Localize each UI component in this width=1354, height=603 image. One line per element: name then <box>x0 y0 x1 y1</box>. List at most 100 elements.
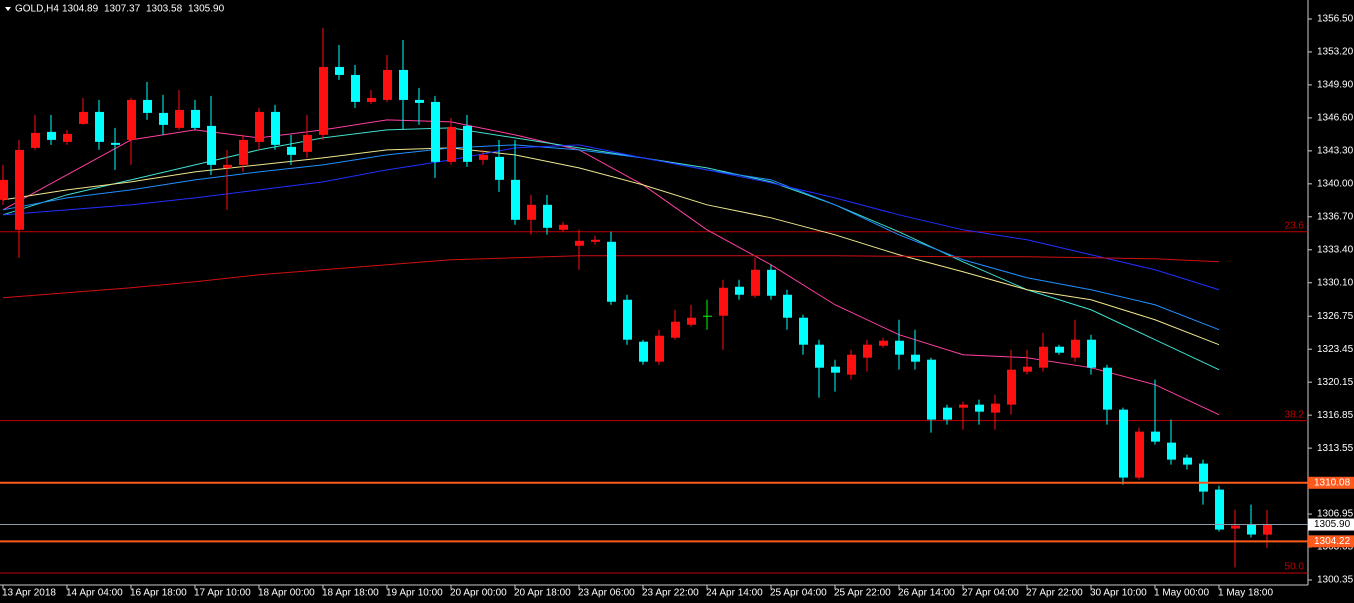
candle-body <box>991 403 1000 413</box>
candle-body <box>591 239 600 242</box>
y-tick-label: 1313.55 <box>1317 443 1354 454</box>
candle-body <box>111 142 120 145</box>
candle-body <box>1247 524 1256 535</box>
candle-body <box>319 66 328 135</box>
moving-average <box>2 147 1220 346</box>
x-tick-label: 24 Apr 14:00 <box>706 588 763 599</box>
x-tick-label: 1 May 18:00 <box>1218 588 1273 599</box>
candle-body <box>287 146 296 155</box>
x-tick-label: 20 Apr 00:00 <box>450 588 507 599</box>
header-value: 1304.89 <box>62 4 99 15</box>
candle-body <box>1151 431 1160 442</box>
header-value: 1305.90 <box>188 4 225 15</box>
candle-body <box>1055 346 1064 353</box>
candle-body <box>479 154 488 160</box>
candle-body <box>879 340 888 346</box>
candle-body <box>495 156 504 180</box>
candle-body <box>511 179 520 220</box>
candle-body <box>767 269 776 296</box>
candle-body <box>959 404 968 408</box>
candle-body <box>303 134 312 152</box>
candle-body <box>607 241 616 302</box>
candle-body <box>1119 409 1128 478</box>
candle-body <box>559 224 568 230</box>
y-tick-label: 1356.50 <box>1317 14 1354 25</box>
candle-body <box>671 321 680 338</box>
candle-body <box>463 125 472 162</box>
candle-body <box>975 404 984 412</box>
candle-body <box>63 133 72 142</box>
candle-body <box>543 204 552 228</box>
moving-average <box>2 119 1220 416</box>
header-value: 1307.37 <box>104 4 141 15</box>
y-tick-label: 1316.85 <box>1317 410 1354 421</box>
candle-body <box>383 69 392 100</box>
x-tick-label: 17 Apr 10:00 <box>194 588 251 599</box>
y-tick-label: 1330.10 <box>1317 277 1354 288</box>
candle-body <box>1039 346 1048 368</box>
candle-body <box>47 131 56 140</box>
candle-body <box>799 317 808 345</box>
candle-body <box>527 204 536 220</box>
candle-body <box>159 112 168 125</box>
candle-body <box>623 299 632 340</box>
moving-average <box>2 127 1220 371</box>
x-tick-label: 25 Apr 04:00 <box>770 588 827 599</box>
candle-body <box>271 111 280 145</box>
y-tick-label: 1320.15 <box>1317 377 1354 388</box>
x-tick-label: 14 Apr 04:00 <box>66 588 123 599</box>
x-tick-label: 27 Apr 04:00 <box>962 588 1019 599</box>
candle-body <box>79 111 88 124</box>
candle-body <box>895 340 904 355</box>
candle-body <box>431 101 440 162</box>
candle-body <box>351 74 360 102</box>
candle-body <box>1007 369 1016 405</box>
candle-body <box>1023 366 1032 372</box>
candle-body <box>815 344 824 368</box>
candle-body <box>751 269 760 296</box>
current-price-label: 1305.90 <box>1314 519 1351 530</box>
x-tick-label: 20 Apr 18:00 <box>514 588 571 599</box>
candle-body <box>687 317 696 325</box>
price-label-box <box>1308 535 1354 548</box>
candle-body <box>927 359 936 420</box>
price-label: 1304.22 <box>1314 536 1351 547</box>
x-tick-label: 23 Apr 22:00 <box>642 588 699 599</box>
x-tick-label: 13 Apr 2018 <box>2 588 56 599</box>
x-tick-label: 26 Apr 14:00 <box>898 588 955 599</box>
candle-body <box>1183 457 1192 465</box>
candle-body <box>847 354 856 375</box>
x-tick-label: 18 Apr 00:00 <box>258 588 315 599</box>
candle-body <box>207 125 216 165</box>
candle-body <box>575 240 584 246</box>
y-tick-label: 1306.95 <box>1317 509 1354 520</box>
candle-body <box>1231 525 1240 529</box>
candle-body <box>335 66 344 75</box>
price-label-box <box>1308 476 1354 489</box>
candle-body <box>15 149 24 230</box>
y-tick-label: 1333.40 <box>1317 244 1354 255</box>
candle-body <box>399 69 408 100</box>
x-tick-label: 1 May 00:00 <box>1154 588 1209 599</box>
candle-body <box>735 286 744 295</box>
x-tick-label: 16 Apr 18:00 <box>130 588 187 599</box>
candle-body <box>911 354 920 362</box>
candle-body <box>783 294 792 318</box>
x-tick-label: 23 Apr 06:00 <box>578 588 635 599</box>
candle-body <box>1103 367 1112 410</box>
candle-body <box>1199 463 1208 492</box>
y-tick-label: 1340.00 <box>1317 178 1354 189</box>
candle-body <box>255 111 264 142</box>
candle-body <box>1263 524 1272 535</box>
candle-body <box>639 341 648 362</box>
menu-arrow[interactable] <box>5 7 11 11</box>
candle-body <box>191 109 200 128</box>
candle-body <box>703 315 712 317</box>
symbol: GOLD,H4 <box>15 4 59 15</box>
candle-body <box>143 99 152 113</box>
x-tick-label: 27 Apr 22:00 <box>1026 588 1083 599</box>
y-tick-label: 1336.70 <box>1317 211 1354 222</box>
